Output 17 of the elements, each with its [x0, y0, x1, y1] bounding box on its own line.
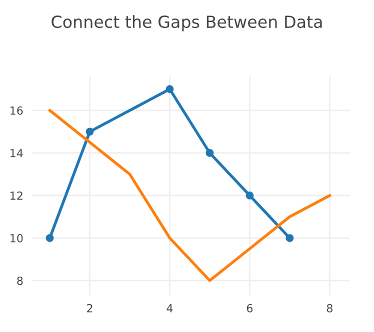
point [46, 234, 54, 242]
y-tick-label: 10 [10, 234, 23, 242]
y-tick-label: 8 [17, 276, 23, 285]
point [286, 234, 294, 242]
x-tick-label: 8 [326, 304, 332, 312]
x-tick-label: 2 [87, 304, 92, 312]
y-tick-label: 14 [10, 149, 23, 158]
chart-title: Connect the Gaps Between Data [52, 15, 322, 32]
x-tick-label: 6 [246, 304, 253, 312]
y-tick-label: 12 [10, 191, 22, 200]
y-tick-label: 16 [10, 106, 23, 115]
point [246, 192, 254, 200]
point [206, 148, 214, 157]
x-tick-label: 4 [166, 304, 173, 312]
line-series [48, 109, 332, 282]
point [86, 128, 94, 136]
point [166, 85, 174, 94]
